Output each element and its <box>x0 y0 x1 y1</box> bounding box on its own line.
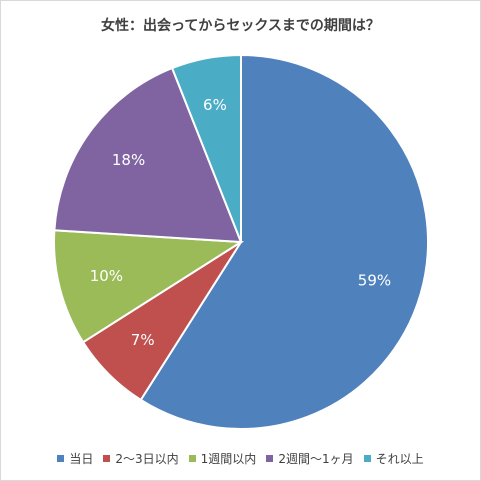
data-label: 59% <box>358 271 391 289</box>
legend-label: 2週間〜1ヶ月 <box>278 452 354 466</box>
legend-label: 1週間以内 <box>200 452 257 466</box>
legend-label: 2〜3日以内 <box>115 452 179 466</box>
pie-slice <box>139 53 429 430</box>
pie-slice <box>170 53 242 243</box>
data-label: 7% <box>131 331 155 349</box>
pie-slice <box>53 229 245 344</box>
legend-swatch <box>103 455 111 462</box>
legend-item: 2〜3日以内 <box>103 450 179 467</box>
legend-item: それ以上 <box>363 450 424 467</box>
legend-item: 1週間以内 <box>188 450 257 467</box>
data-label: 6% <box>203 96 227 114</box>
legend-swatch <box>57 455 65 462</box>
legend-label: 当日 <box>69 452 94 466</box>
data-label: 10% <box>90 267 123 285</box>
legend-swatch <box>266 455 274 462</box>
legend-swatch <box>363 455 371 462</box>
legend-item: 当日 <box>57 450 93 467</box>
data-label: 18% <box>112 151 145 169</box>
legend-item: 2週間〜1ヶ月 <box>266 450 354 467</box>
legend-swatch <box>188 455 196 462</box>
chart-title: 女性：出会ってからセックスまでの期間は？ <box>101 18 380 34</box>
pie-slice <box>53 66 243 244</box>
legend: 当日 2〜3日以内 1週間以内 2週間〜1ヶ月 それ以上 <box>1 450 480 467</box>
legend-label: それ以上 <box>375 452 424 466</box>
